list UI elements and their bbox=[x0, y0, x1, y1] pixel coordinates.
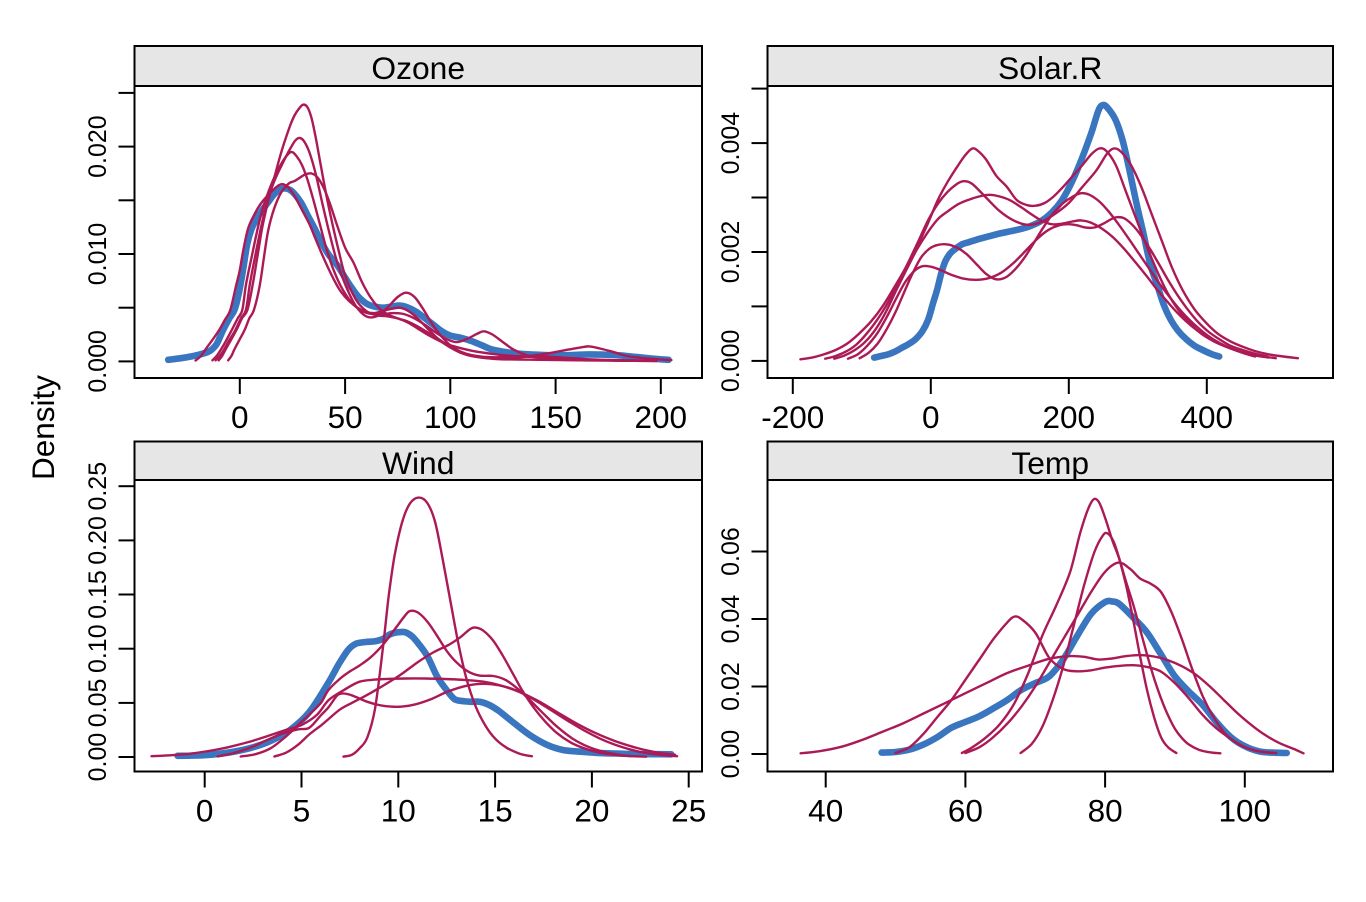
svg-text:80: 80 bbox=[1088, 793, 1123, 829]
svg-text:0.25: 0.25 bbox=[84, 462, 112, 511]
svg-text:Solar.R: Solar.R bbox=[998, 50, 1102, 86]
svg-text:Wind: Wind bbox=[382, 445, 454, 481]
svg-text:0: 0 bbox=[922, 399, 940, 435]
svg-text:40: 40 bbox=[808, 793, 843, 829]
svg-text:0.15: 0.15 bbox=[84, 570, 112, 619]
svg-text:150: 150 bbox=[529, 399, 582, 435]
svg-text:0.010: 0.010 bbox=[84, 223, 112, 286]
svg-text:200: 200 bbox=[635, 399, 688, 435]
svg-text:200: 200 bbox=[1043, 399, 1096, 435]
svg-text:0.00: 0.00 bbox=[84, 733, 112, 782]
svg-text:0: 0 bbox=[231, 399, 249, 435]
svg-text:20: 20 bbox=[574, 793, 609, 829]
svg-text:0.04: 0.04 bbox=[717, 595, 745, 644]
svg-text:50: 50 bbox=[328, 399, 363, 435]
svg-text:0.002: 0.002 bbox=[717, 221, 745, 284]
svg-text:0: 0 bbox=[196, 793, 214, 829]
svg-text:0.00: 0.00 bbox=[717, 730, 745, 779]
svg-text:100: 100 bbox=[1219, 793, 1272, 829]
svg-text:25: 25 bbox=[671, 793, 706, 829]
svg-text:0.10: 0.10 bbox=[84, 624, 112, 673]
svg-text:Ozone: Ozone bbox=[371, 50, 465, 86]
svg-text:0.000: 0.000 bbox=[84, 330, 112, 393]
svg-text:100: 100 bbox=[424, 399, 477, 435]
svg-text:Temp: Temp bbox=[1011, 445, 1089, 481]
svg-text:0.02: 0.02 bbox=[717, 662, 745, 711]
svg-text:400: 400 bbox=[1181, 399, 1234, 435]
svg-text:0.05: 0.05 bbox=[84, 679, 112, 728]
svg-text:0.20: 0.20 bbox=[84, 516, 112, 565]
svg-text:0.06: 0.06 bbox=[717, 527, 745, 576]
svg-text:10: 10 bbox=[381, 793, 416, 829]
svg-text:Density: Density bbox=[25, 375, 61, 480]
svg-text:60: 60 bbox=[948, 793, 983, 829]
svg-text:15: 15 bbox=[478, 793, 513, 829]
svg-text:0.004: 0.004 bbox=[717, 112, 745, 175]
svg-text:5: 5 bbox=[293, 793, 311, 829]
svg-text:0.020: 0.020 bbox=[84, 115, 112, 178]
svg-text:0.000: 0.000 bbox=[717, 330, 745, 393]
svg-text:-200: -200 bbox=[761, 399, 824, 435]
